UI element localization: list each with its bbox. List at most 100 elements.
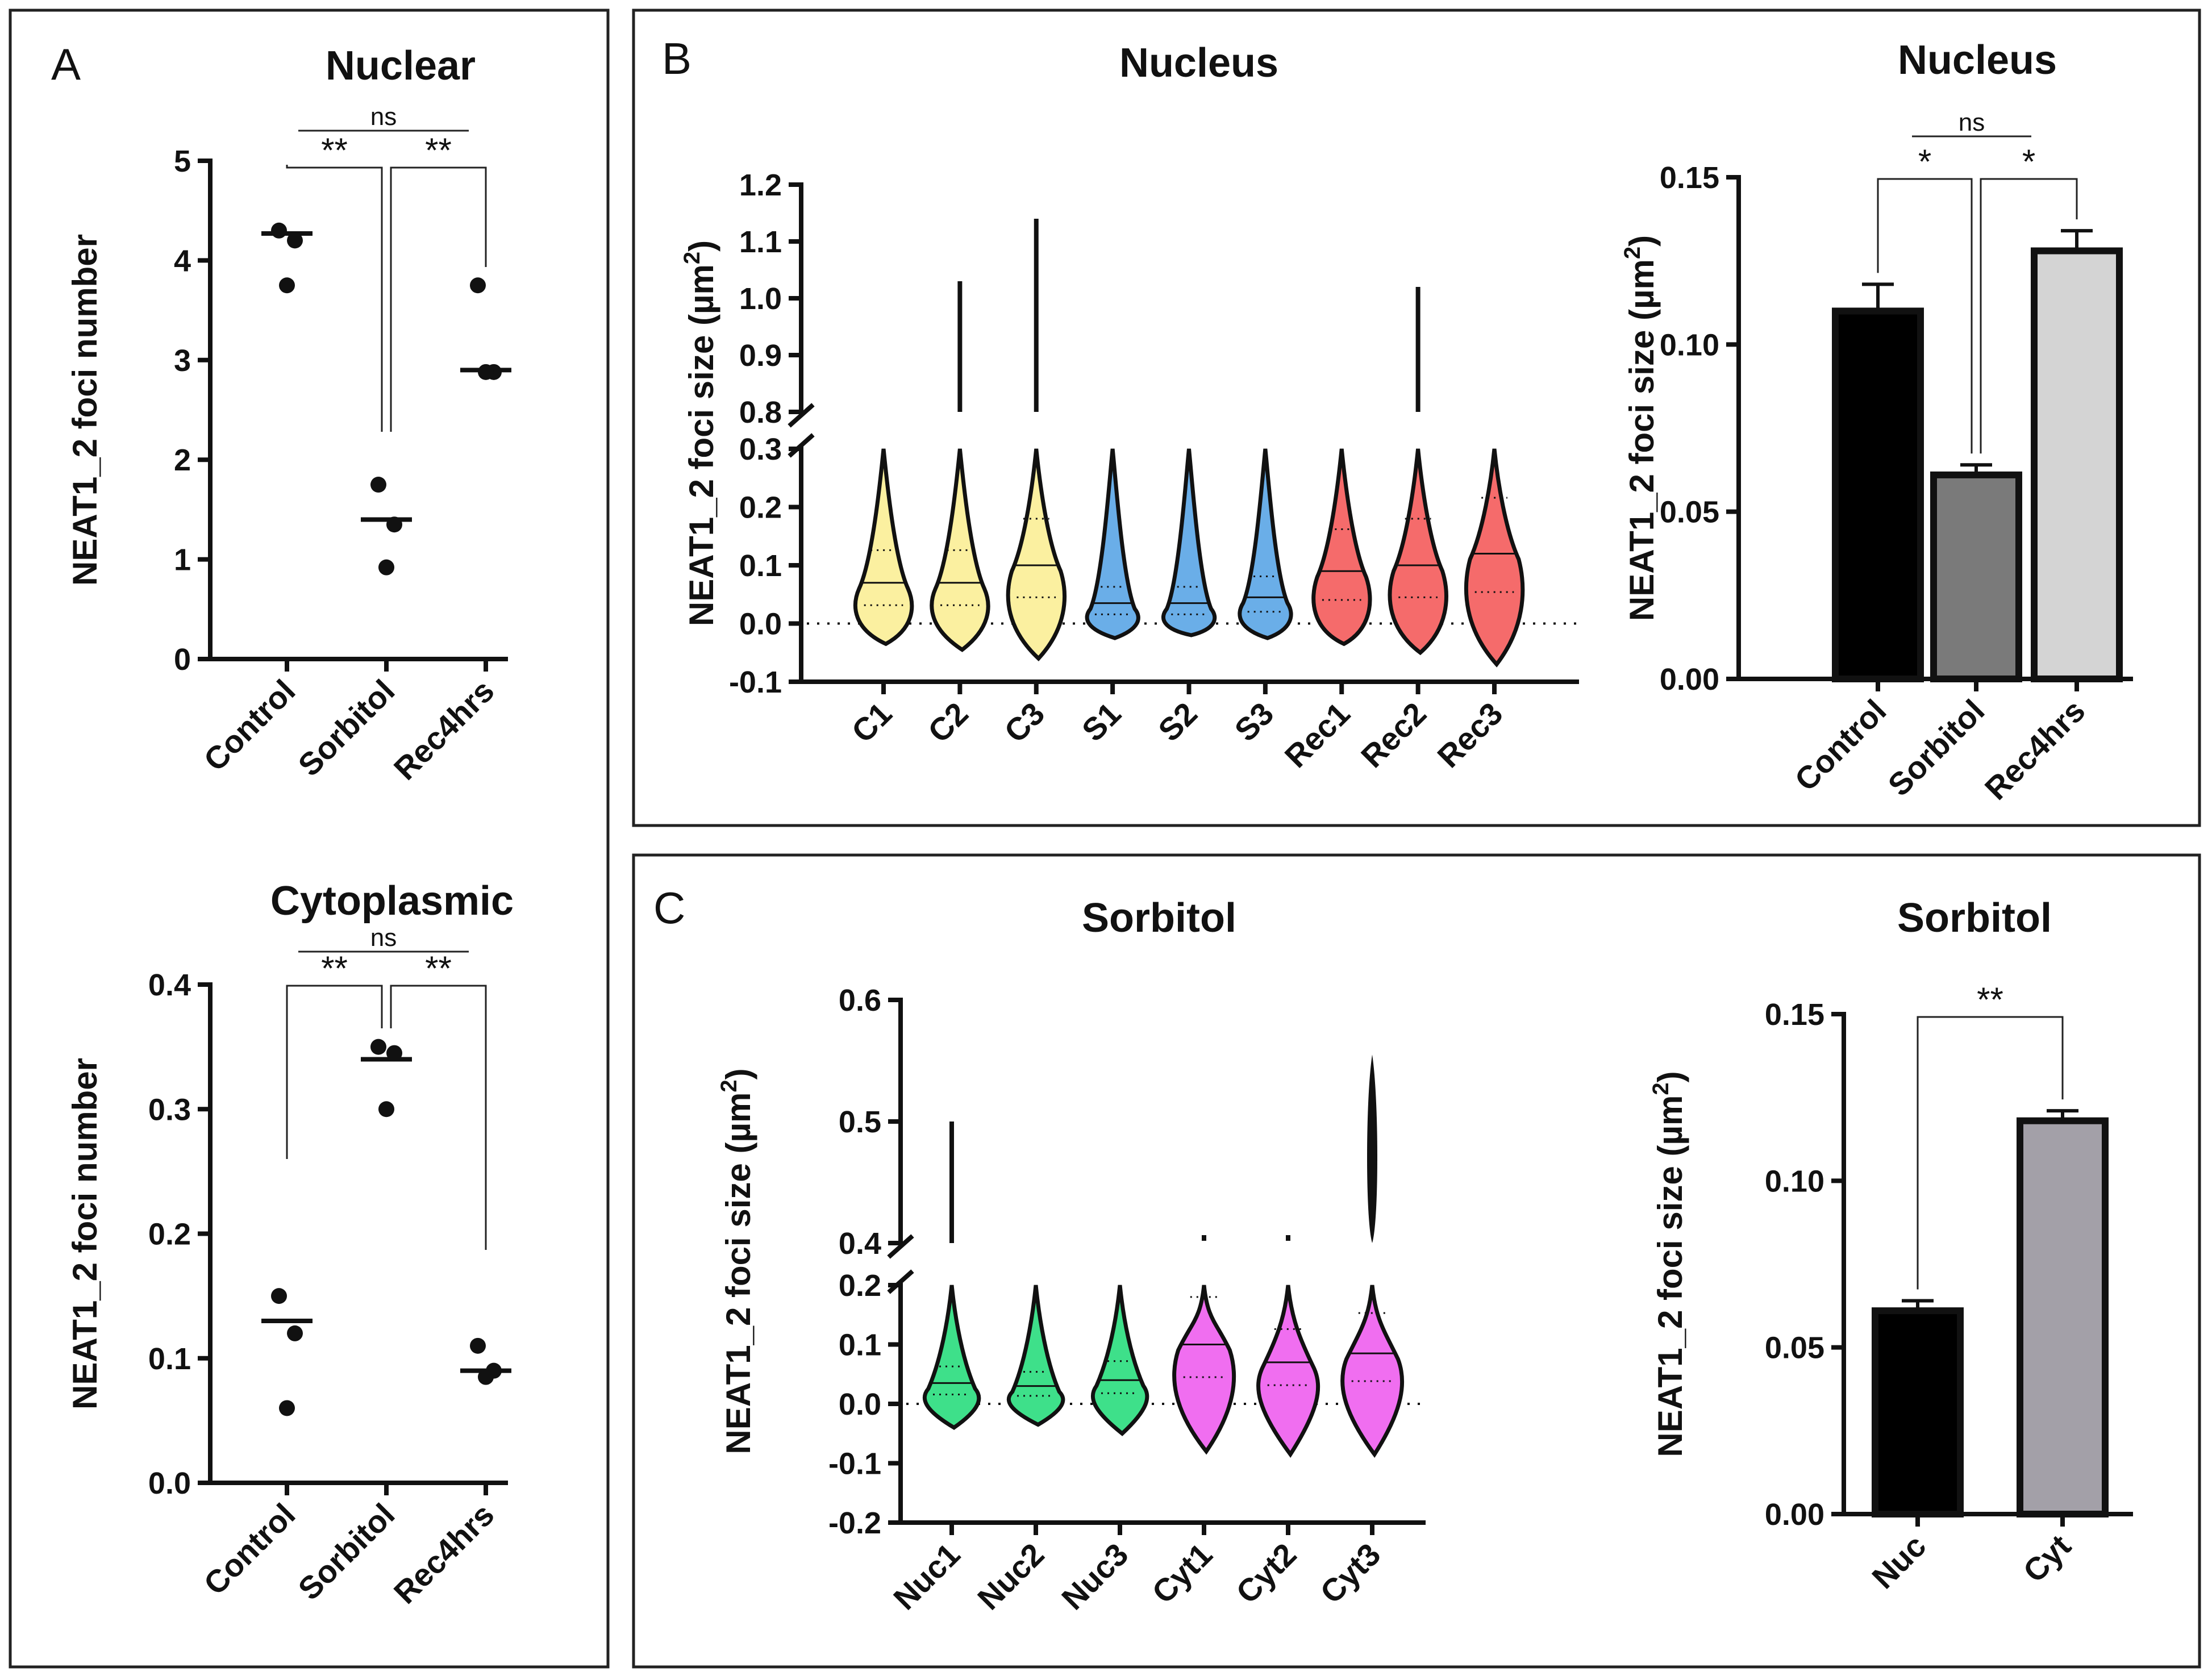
chart-title: Sorbitol xyxy=(1897,895,2052,941)
panel-b-label: B xyxy=(662,34,691,84)
error-bar xyxy=(1862,282,1894,311)
y-tick-label: 0.2 xyxy=(839,1269,881,1303)
x-tick-label: Sorbitol xyxy=(291,1496,401,1607)
panel-a-label: A xyxy=(51,39,81,89)
error-bar xyxy=(2047,1109,2078,1121)
chart-b-violin: Nucleus -0.1 0.0 0.1 0.2 0.30.8 0.9 1.0 1.1 1.2 NE… xyxy=(680,40,1579,774)
significance-label: ns xyxy=(1959,109,1985,136)
data-point xyxy=(279,1400,295,1416)
significance-label: ** xyxy=(1977,981,2003,1019)
violin-shape xyxy=(1311,448,1372,647)
y-tick-label: 5 xyxy=(174,144,191,178)
significance-bracket xyxy=(390,166,487,432)
x-tick-label: Rec4hrs xyxy=(387,1496,501,1611)
y-tick-label: 0.00 xyxy=(1660,662,1719,697)
y-tick-label: 0.1 xyxy=(739,549,782,583)
data-point xyxy=(470,1337,486,1354)
y-tick-label: 3 xyxy=(174,344,191,378)
panel-a-frame xyxy=(9,9,610,1669)
y-axis-label: NEAT1_2 foci size (µm2) xyxy=(680,240,720,626)
violin-shape xyxy=(1085,448,1140,640)
violin-shape xyxy=(1238,448,1293,640)
chart-title: Nucleus xyxy=(1898,37,2057,83)
violin-outlier xyxy=(1367,1054,1377,1243)
x-tick-label: Sorbitol xyxy=(1881,693,1991,803)
y-tick-label: 0.4 xyxy=(839,1227,881,1261)
significance-label: ** xyxy=(321,949,348,987)
chart-a-nuclear: Nuclear 0 1 2 3 4 5 NEAT1_2 foci number ControlS… xyxy=(66,43,511,787)
y-axis-label: NEAT1_2 foci size (µm2) xyxy=(716,1068,757,1454)
data-point xyxy=(386,516,402,533)
x-tick-label: Nuc xyxy=(1865,1528,1932,1595)
significance-label: * xyxy=(1918,143,1931,181)
x-tick-label: S3 xyxy=(1227,695,1280,748)
violin-shape xyxy=(1090,1285,1149,1436)
data-point xyxy=(370,1039,386,1055)
violin-shape xyxy=(1340,1285,1405,1458)
panel-b-frame xyxy=(632,9,2201,827)
violin-shape xyxy=(1006,1285,1065,1427)
error-bar xyxy=(1902,1299,1934,1311)
y-tick-label: 1.0 xyxy=(739,282,782,316)
significance-bracket xyxy=(1917,1016,2064,1290)
y-tick-label: 0.05 xyxy=(1660,495,1719,530)
y-tick-label: 0.1 xyxy=(839,1328,881,1362)
y-tick-label: 0.6 xyxy=(839,983,881,1018)
x-tick-label: Rec2 xyxy=(1354,695,1433,774)
y-tick-label: 0.4 xyxy=(148,968,191,1002)
data-point xyxy=(271,222,287,239)
y-axis-label: NEAT1_2 foci number xyxy=(66,234,104,586)
axis-break-mark xyxy=(788,433,815,458)
bar xyxy=(2031,247,2123,682)
x-tick-label: Rec4hrs xyxy=(1978,693,2092,807)
violin-shape xyxy=(1464,448,1525,668)
y-tick-label: 0.15 xyxy=(1765,998,1824,1032)
x-tick-label: Cyt2 xyxy=(1229,1536,1303,1610)
violin-shape xyxy=(1006,448,1067,661)
significance-bracket xyxy=(286,165,383,432)
y-tick-label: 0.10 xyxy=(1660,328,1719,362)
y-tick-label: 0 xyxy=(174,643,191,677)
y-tick-label: 2 xyxy=(174,443,191,477)
significance-bracket xyxy=(286,985,383,1159)
x-tick-label: C3 xyxy=(997,695,1051,749)
y-tick-label: 0.3 xyxy=(739,432,782,466)
violin-shape xyxy=(930,448,990,652)
x-tick-label: Rec3 xyxy=(1430,695,1509,774)
violin-shape xyxy=(1161,448,1217,637)
chart-a-cytoplasmic: Cytoplasmic 0.0 0.1 0.2 0.3 0.4 NEAT1_2 foci n… xyxy=(66,878,514,1611)
violin-shape xyxy=(1388,448,1448,656)
data-point xyxy=(478,1369,494,1385)
axis-break-mark xyxy=(788,403,815,428)
x-tick-label: S1 xyxy=(1075,695,1128,748)
error-bar xyxy=(2061,229,2093,251)
data-point xyxy=(271,1288,287,1304)
x-tick-label: Rec4hrs xyxy=(387,673,501,787)
x-tick-label: S2 xyxy=(1151,695,1204,748)
y-axis-label: NEAT1_2 foci number xyxy=(66,1058,104,1410)
data-point xyxy=(378,559,394,576)
y-tick-label: 0.2 xyxy=(739,491,782,525)
significance-label: ** xyxy=(425,949,452,987)
x-tick-label: Sorbitol xyxy=(291,673,401,783)
y-tick-label: 0.0 xyxy=(839,1387,881,1421)
y-tick-label: 0.15 xyxy=(1660,161,1719,195)
y-axis-label: NEAT1_2 foci size (µm2) xyxy=(1648,1071,1689,1457)
x-tick-label: C2 xyxy=(921,695,975,749)
data-point xyxy=(370,477,386,493)
axis-break-mark xyxy=(887,1234,914,1259)
violin-shape xyxy=(1172,1285,1236,1455)
y-tick-label: 0.3 xyxy=(148,1093,191,1127)
x-tick-label: Cyt1 xyxy=(1145,1536,1219,1610)
y-tick-label: 0.05 xyxy=(1765,1331,1824,1365)
y-tick-label: 0.8 xyxy=(739,395,782,430)
y-tick-label: -0.2 xyxy=(828,1506,881,1540)
y-tick-label: -0.1 xyxy=(828,1447,881,1481)
y-tick-label: 0.00 xyxy=(1765,1498,1824,1532)
significance-bracket xyxy=(1980,178,2078,454)
y-tick-label: 0.10 xyxy=(1765,1164,1824,1198)
bar xyxy=(1832,307,1924,682)
data-point xyxy=(470,277,486,294)
significance-label: ** xyxy=(321,131,348,169)
